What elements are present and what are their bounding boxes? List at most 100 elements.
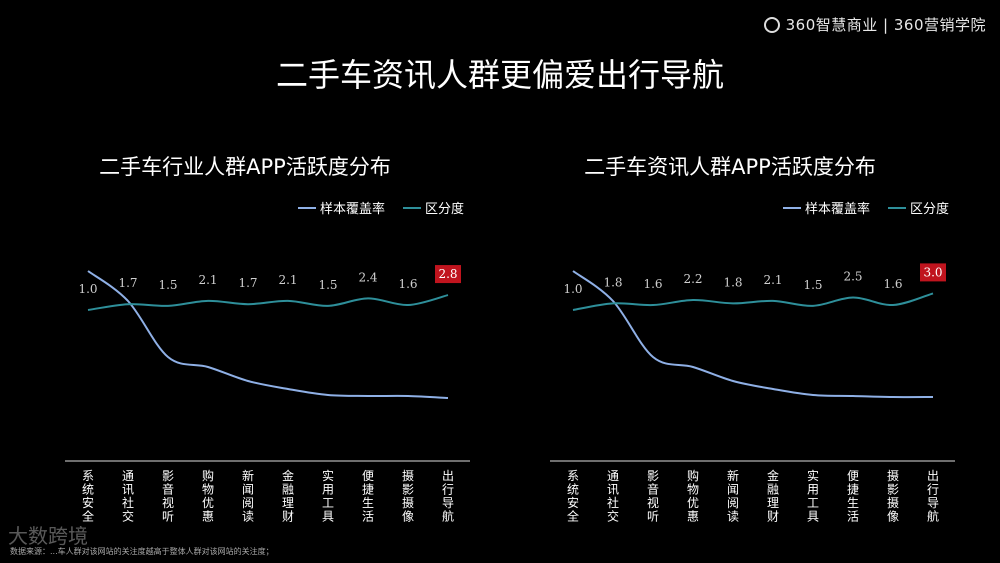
chart-right-tick-char: 惠 bbox=[687, 510, 699, 524]
chart-left-tick-char: 财 bbox=[282, 510, 294, 524]
chart-left-tick-char: 视 bbox=[162, 495, 174, 510]
chart-left-tick-char: 摄 bbox=[402, 495, 414, 510]
chart-right-tick-char: 讯 bbox=[607, 483, 619, 497]
chart-right-tick-char: 闻 bbox=[727, 483, 739, 497]
chart-left-tick-char: 便 bbox=[362, 469, 374, 483]
chart-right-tick-label-5: 金融理财 bbox=[767, 468, 779, 524]
chart-left-tick-char: 物 bbox=[202, 483, 214, 497]
chart-left-tick-char: 工 bbox=[322, 496, 334, 510]
chart-right-data-label-1: 1.8 bbox=[603, 275, 622, 289]
chart-right-tick-char: 听 bbox=[647, 510, 659, 524]
chart-right-tick-char: 金 bbox=[767, 468, 779, 483]
chart-right-tick-label-6: 实用工具 bbox=[807, 468, 819, 524]
chart-left-tick-char: 行 bbox=[442, 483, 454, 497]
footer-note: 数据来源：...车人群对该网站的关注度越高于整体人群对该网站的关注度； bbox=[10, 547, 274, 556]
chart-left-tick-label-3: 购物优惠 bbox=[202, 468, 214, 524]
chart-left-tick-char: 像 bbox=[402, 510, 414, 524]
chart-right-tick-char: 通 bbox=[607, 469, 619, 483]
chart-left-tick-label-2: 影音视听 bbox=[162, 469, 174, 524]
chart-right-tick-label-9: 出行导航 bbox=[927, 469, 939, 524]
chart-right-tick-label-1: 通讯社交 bbox=[607, 469, 619, 524]
chart-left-tick-char: 优 bbox=[202, 496, 214, 510]
chart-left-tick-char: 摄 bbox=[402, 468, 414, 483]
chart-right-tick-char: 摄 bbox=[887, 495, 899, 510]
chart-right-tick-char: 像 bbox=[887, 510, 899, 524]
chart-right-highlight-box bbox=[920, 263, 946, 282]
chart-right-tick-char: 全 bbox=[567, 509, 579, 524]
chart-right-tick-char: 活 bbox=[847, 510, 859, 524]
chart-left-tick-label-0: 系统安全 bbox=[82, 469, 94, 524]
chart-left-data-label-4: 1.7 bbox=[238, 276, 257, 290]
chart-left-tick-char: 读 bbox=[242, 510, 254, 524]
chart-right-coverage-line bbox=[572, 270, 934, 399]
chart-right-tick-char: 用 bbox=[807, 483, 819, 497]
chart-left-tick-char: 安 bbox=[82, 495, 94, 510]
chart-left-data-label-9: 2.8 bbox=[438, 267, 457, 281]
chart-right-tick-label-2: 影音视听 bbox=[647, 469, 659, 524]
chart-left-data-label-7: 2.4 bbox=[358, 270, 377, 284]
chart-right-tick-char: 捷 bbox=[847, 483, 859, 497]
chart-right-tick-char: 生 bbox=[847, 496, 859, 510]
chart-left-data-label-8: 1.6 bbox=[398, 277, 417, 291]
chart-left-tick-char: 导 bbox=[442, 496, 454, 510]
chart-left-tick-char: 购 bbox=[202, 468, 214, 483]
chart-left-tick-char: 闻 bbox=[242, 483, 254, 497]
chart-left-tick-char: 融 bbox=[282, 483, 294, 497]
chart-left-distinction-line bbox=[87, 294, 449, 311]
chart-left-data-label-0: 1.0 bbox=[78, 282, 97, 296]
chart-right-tick-char: 音 bbox=[647, 482, 659, 497]
chart-left-tick-char: 用 bbox=[322, 483, 334, 497]
chart-right-tick-char: 影 bbox=[647, 469, 659, 483]
chart-right-tick-char: 出 bbox=[927, 469, 939, 483]
chart-left-title: 二手车行业人群APP活跃度分布 bbox=[99, 155, 391, 179]
chart-left-data-label-6: 1.5 bbox=[318, 278, 337, 292]
chart-left-tick-char: 社 bbox=[122, 495, 134, 510]
chart-right-tick-label-3: 购物优惠 bbox=[687, 468, 699, 524]
chart-right-distinction-line bbox=[572, 292, 934, 311]
chart-left-data-label-2: 1.5 bbox=[158, 278, 177, 292]
chart-left-tick-label-5: 金融理财 bbox=[282, 468, 294, 524]
chart-right-tick-char: 社 bbox=[607, 495, 619, 510]
chart-left-tick-label-8: 摄影摄像 bbox=[402, 468, 414, 524]
chart-right-tick-char: 理 bbox=[767, 496, 779, 510]
chart-left-tick-char: 实 bbox=[322, 468, 334, 483]
chart-left-data-label-1: 1.7 bbox=[118, 276, 137, 290]
chart-left-tick-char: 全 bbox=[82, 509, 94, 524]
chart-left-tick-char: 捷 bbox=[362, 483, 374, 497]
chart-right-tick-char: 交 bbox=[607, 509, 619, 524]
chart-right-tick-char: 物 bbox=[687, 483, 699, 497]
chart-right-tick-char: 读 bbox=[727, 510, 739, 524]
chart-right-tick-char: 系 bbox=[567, 469, 579, 483]
chart-right-legend-label-0: 样本覆盖率 bbox=[805, 201, 870, 217]
chart-right-tick-label-8: 摄影摄像 bbox=[887, 468, 899, 524]
chart-right-tick-char: 视 bbox=[647, 495, 659, 510]
chart-right-data-label-6: 1.5 bbox=[803, 278, 822, 292]
chart-left-tick-char: 听 bbox=[162, 510, 174, 524]
chart-right-tick-char: 新 bbox=[727, 468, 739, 483]
chart-right-legend-label-1: 区分度 bbox=[910, 201, 949, 217]
chart-left-tick-char: 新 bbox=[242, 468, 254, 483]
watermark: 大数跨境 bbox=[8, 524, 88, 548]
chart-right-tick-char: 财 bbox=[767, 510, 779, 524]
chart-left-tick-char: 影 bbox=[162, 469, 174, 483]
chart-left-data-label-3: 2.1 bbox=[198, 273, 217, 287]
chart-right-data-label-4: 1.8 bbox=[723, 275, 742, 289]
page-title: 二手车资讯人群更偏爱出行导航 bbox=[275, 56, 724, 94]
chart-right: 二手车资讯人群APP活跃度分布 样本覆盖率 区分度 系统安全 通讯社交 影音视听 购物优惠新… bbox=[505, 140, 975, 535]
brand-logo: 360智慧商业 | 360营销学院 bbox=[763, 14, 986, 35]
chart-left-tick-char: 金 bbox=[282, 468, 294, 483]
chart-right-tick-label-0: 系统安全 bbox=[567, 469, 579, 524]
chart-right-title: 二手车资讯人群APP活跃度分布 bbox=[584, 155, 876, 179]
chart-right-tick-char: 导 bbox=[927, 496, 939, 510]
chart-left-tick-char: 出 bbox=[442, 469, 454, 483]
chart-left-data-label-5: 2.1 bbox=[278, 273, 297, 287]
chart-right-tick-char: 融 bbox=[767, 483, 779, 497]
chart-left-tick-char: 活 bbox=[362, 510, 374, 524]
chart-right-tick-char: 影 bbox=[887, 483, 899, 497]
chart-left-tick-char: 系 bbox=[82, 469, 94, 483]
chart-right-data-label-2: 1.6 bbox=[643, 277, 662, 291]
chart-right-tick-char: 便 bbox=[847, 469, 859, 483]
chart-left-tick-label-6: 实用工具 bbox=[322, 468, 334, 524]
